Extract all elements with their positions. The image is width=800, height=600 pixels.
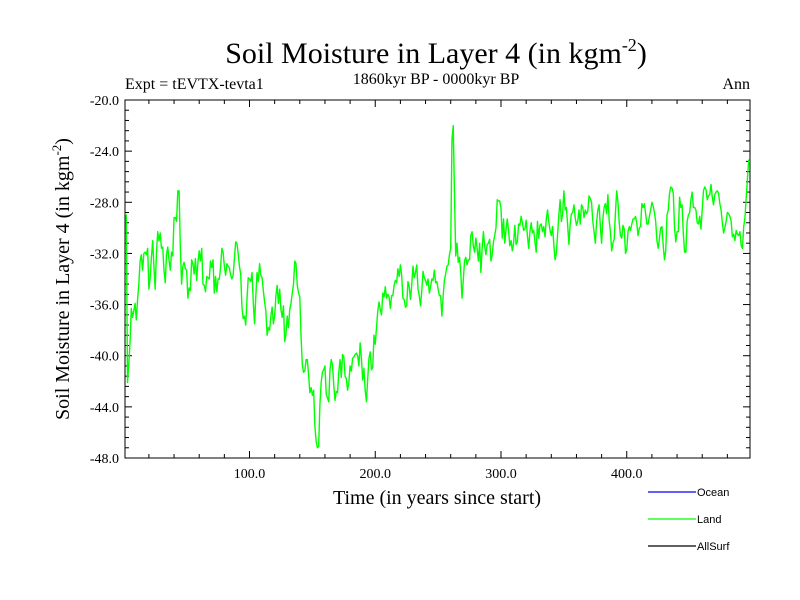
y-axis-label: Soil Moisture in Layer 4 (in kgm-2) [49, 138, 74, 420]
x-tick-label: 400.0 [611, 467, 643, 482]
series-layer [125, 124, 750, 449]
experiment-label: Expt = tEVTX-tevta1 [125, 76, 264, 93]
x-tick-label: 100.0 [234, 467, 266, 482]
y-tick-label: -48.0 [90, 452, 119, 467]
legend-label: AllSurf [697, 541, 730, 553]
x-axis-label: Time (in years since start) [333, 487, 541, 509]
chart-subtitle: 1860kyr BP - 0000kyr BP [353, 71, 520, 88]
series-line-land [125, 124, 750, 449]
legend-label: Ocean [697, 487, 729, 499]
y-tick-label: -20.0 [90, 94, 119, 109]
x-tick-label: 200.0 [360, 467, 392, 482]
y-axis: -20.0 -24.0 -28.0 -32.0 -36.0 -40.0 -44.0 -48.0 [90, 94, 750, 467]
y-tick-label: -44.0 [90, 401, 119, 416]
x-axis: 100.0 200.0 300.0 400.0 [148, 100, 728, 482]
x-tick-label: 300.0 [485, 467, 517, 482]
y-tick-label: -32.0 [90, 247, 119, 262]
chart-title: Soil Moisture in Layer 4 (in kgm-2) [225, 35, 647, 70]
y-tick-label: -24.0 [90, 145, 119, 160]
y-tick-label: -36.0 [90, 299, 119, 314]
y-tick-label: -28.0 [90, 196, 119, 211]
legend-label: Land [697, 514, 721, 526]
plot-frame [124, 99, 751, 459]
y-tick-label: -40.0 [90, 350, 119, 365]
season-label: Ann [722, 76, 750, 93]
legend: Ocean Land AllSurf [648, 487, 730, 553]
